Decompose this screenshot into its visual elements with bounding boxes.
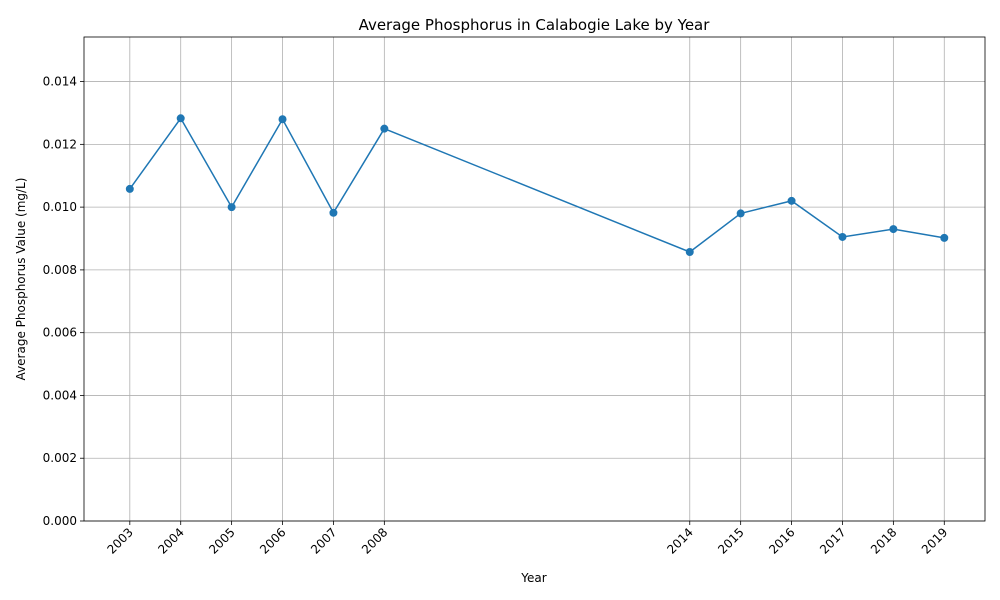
- y-tick-label: 0.014: [43, 75, 77, 89]
- y-tick-label: 0.010: [43, 200, 77, 214]
- data-point: [838, 232, 847, 241]
- x-tick-label: 2017: [817, 525, 848, 556]
- x-tick-label: 2004: [155, 525, 186, 556]
- data-point: [685, 248, 694, 257]
- y-tick-label: 0.006: [43, 326, 77, 340]
- y-tick-label: 0.004: [43, 388, 77, 402]
- y-tick-label: 0.000: [43, 514, 77, 528]
- x-tick-label: 2014: [664, 525, 695, 556]
- x-tick-label: 2003: [104, 525, 135, 556]
- data-point: [940, 233, 949, 242]
- x-tick-label: 2007: [308, 525, 339, 556]
- plot-frame: [83, 36, 986, 522]
- x-tick-label: 2005: [206, 525, 237, 556]
- y-axis-label: Average Phosphorus Value (mg/L): [14, 178, 28, 381]
- y-tick-label: 0.002: [43, 451, 77, 465]
- data-point: [736, 209, 745, 218]
- axes-layer: 0.000 0.002 0.004 0.006 0.008 0.010 0.012 0.014…: [43, 75, 951, 557]
- y-tick-label: 0.008: [43, 263, 77, 277]
- y-tick-label: 0.012: [43, 137, 77, 151]
- grid-layer: [84, 37, 985, 522]
- x-tick-label: 2008: [359, 525, 390, 556]
- x-tick-label: 2016: [766, 525, 797, 556]
- data-point: [787, 196, 796, 205]
- x-tick-label: 2018: [868, 525, 899, 556]
- x-tick-label: 2019: [919, 525, 950, 556]
- data-point: [176, 114, 185, 123]
- data-point: [278, 115, 287, 124]
- series-line: [129, 116, 945, 253]
- data-point: [380, 124, 389, 133]
- data-point: [889, 225, 898, 234]
- data-point: [227, 203, 236, 212]
- data-point: [125, 184, 134, 193]
- x-tick-label: 2015: [715, 525, 746, 556]
- x-axis-label: Year: [520, 571, 546, 585]
- chart-title: Average Phosphorus in Calabogie Lake by …: [359, 16, 711, 34]
- data-point: [329, 208, 338, 217]
- x-tick-label: 2006: [257, 525, 288, 556]
- series-layer: [125, 114, 949, 257]
